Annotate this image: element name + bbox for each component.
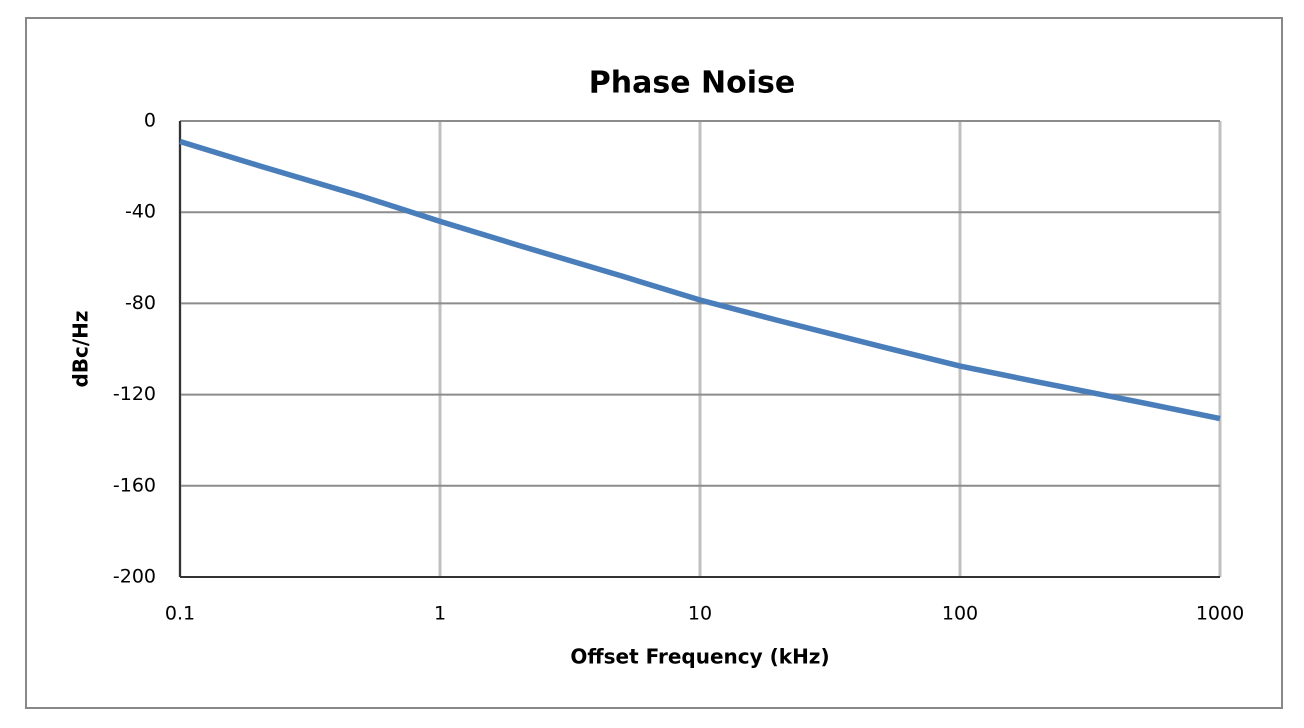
y-tick-label: -40 — [125, 201, 156, 223]
x-tick-label: 1000 — [1196, 603, 1244, 625]
y-tick-label: -160 — [113, 474, 156, 496]
x-tick-label: 0.1 — [165, 603, 195, 625]
data-line — [179, 138, 1221, 422]
y-tick-label: -120 — [113, 383, 156, 405]
y-axis-title: dBc/Hz — [69, 310, 93, 387]
chart-frame — [25, 17, 1283, 709]
x-axis-title: Offset Frequency (kHz) — [570, 645, 829, 669]
y-tick-label: -80 — [125, 292, 156, 314]
x-tick-label: 1 — [434, 603, 446, 625]
x-tick-label: 10 — [688, 603, 712, 625]
y-tick-label: 0 — [144, 110, 156, 132]
chart-title: Phase Noise — [589, 66, 795, 101]
x-tick-label: 100 — [942, 603, 978, 625]
y-tick-label: -200 — [113, 566, 156, 588]
